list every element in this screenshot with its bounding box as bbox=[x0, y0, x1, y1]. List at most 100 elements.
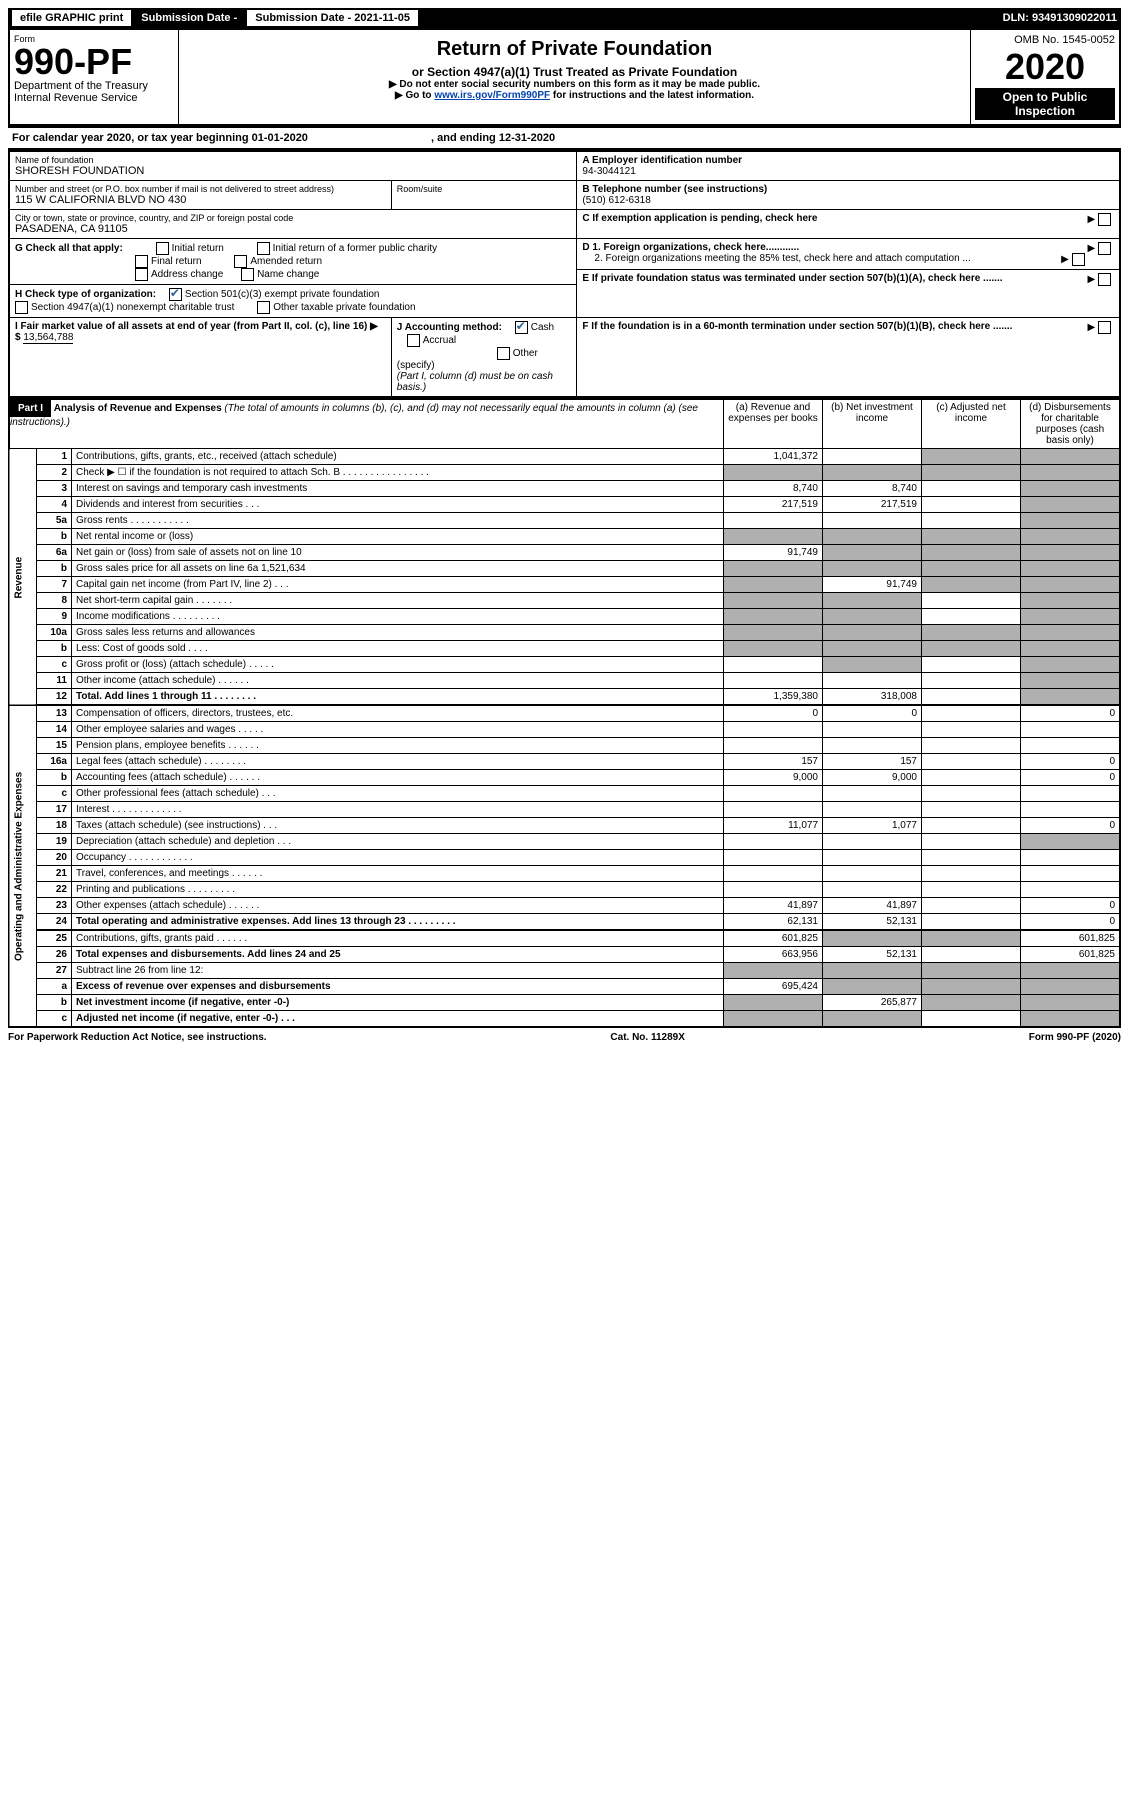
row-desc: Other professional fees (attach schedule… bbox=[72, 786, 724, 802]
row-value bbox=[922, 882, 1021, 898]
row-desc: Gross sales less returns and allowances bbox=[72, 625, 724, 641]
row-value bbox=[922, 947, 1021, 963]
top-bar: efile GRAPHIC print Submission Date - Su… bbox=[8, 8, 1121, 28]
table-row: 18Taxes (attach schedule) (see instructi… bbox=[9, 818, 1120, 834]
row-value bbox=[922, 770, 1021, 786]
row-desc: Other expenses (attach schedule) . . . .… bbox=[72, 898, 724, 914]
row-number: 6a bbox=[37, 545, 72, 561]
row-value: 157 bbox=[724, 754, 823, 770]
g-initial-former-checkbox[interactable] bbox=[257, 242, 270, 255]
h-label: H Check type of organization: bbox=[15, 289, 156, 300]
row-value: 217,519 bbox=[823, 497, 922, 513]
part1-title: Analysis of Revenue and Expenses bbox=[54, 403, 222, 414]
row-number: 21 bbox=[37, 866, 72, 882]
room-label: Room/suite bbox=[397, 184, 572, 194]
row-desc: Less: Cost of goods sold . . . . bbox=[72, 641, 724, 657]
col-a-header: (a) Revenue and expenses per books bbox=[724, 399, 823, 449]
row-value: 0 bbox=[1021, 770, 1121, 786]
foundation-name: SHORESH FOUNDATION bbox=[15, 165, 571, 177]
j-cash-checkbox[interactable] bbox=[515, 321, 528, 334]
row-value bbox=[1021, 1011, 1121, 1028]
g-name-checkbox[interactable] bbox=[241, 268, 254, 281]
row-desc: Check ▶ ☐ if the foundation is not requi… bbox=[72, 465, 724, 481]
g-addr-checkbox[interactable] bbox=[135, 268, 148, 281]
row-number: 13 bbox=[37, 705, 72, 722]
row-value: 91,749 bbox=[823, 577, 922, 593]
row-value: 62,131 bbox=[724, 914, 823, 931]
note-ssn: ▶ Do not enter social security numbers o… bbox=[183, 79, 966, 90]
irs: Internal Revenue Service bbox=[14, 92, 174, 104]
row-value bbox=[1021, 866, 1121, 882]
row-desc: Gross profit or (loss) (attach schedule)… bbox=[72, 657, 724, 673]
g-final-checkbox[interactable] bbox=[135, 255, 148, 268]
row-value bbox=[922, 802, 1021, 818]
row-value bbox=[922, 513, 1021, 529]
table-row: 2Check ▶ ☐ if the foundation is not requ… bbox=[9, 465, 1120, 481]
c-label: C If exemption application is pending, c… bbox=[582, 213, 817, 224]
row-number: 16a bbox=[37, 754, 72, 770]
d2-checkbox[interactable] bbox=[1072, 253, 1085, 266]
row-number: 1 bbox=[37, 449, 72, 465]
j-accrual-checkbox[interactable] bbox=[407, 334, 420, 347]
e-checkbox[interactable] bbox=[1098, 273, 1111, 286]
row-value bbox=[724, 1011, 823, 1028]
row-number: 8 bbox=[37, 593, 72, 609]
row-value bbox=[823, 529, 922, 545]
row-value bbox=[724, 513, 823, 529]
efile-button[interactable]: efile GRAPHIC print bbox=[12, 10, 131, 26]
h-other-checkbox[interactable] bbox=[257, 301, 270, 314]
row-value bbox=[1021, 609, 1121, 625]
table-row: bLess: Cost of goods sold . . . . bbox=[9, 641, 1120, 657]
row-number: c bbox=[37, 657, 72, 673]
row-value bbox=[823, 738, 922, 754]
j-other-checkbox[interactable] bbox=[497, 347, 510, 360]
table-row: 24Total operating and administrative exp… bbox=[9, 914, 1120, 931]
g-initial-checkbox[interactable] bbox=[156, 242, 169, 255]
row-desc: Net gain or (loss) from sale of assets n… bbox=[72, 545, 724, 561]
row-value bbox=[922, 625, 1021, 641]
h-501c3-checkbox[interactable] bbox=[169, 288, 182, 301]
f-label: F If the foundation is in a 60-month ter… bbox=[582, 321, 1012, 332]
table-row: 27Subtract line 26 from line 12: bbox=[9, 963, 1120, 979]
h-4947-checkbox[interactable] bbox=[15, 301, 28, 314]
table-row: 22Printing and publications . . . . . . … bbox=[9, 882, 1120, 898]
row-value bbox=[922, 898, 1021, 914]
c-checkbox[interactable] bbox=[1098, 213, 1111, 226]
row-desc: Travel, conferences, and meetings . . . … bbox=[72, 866, 724, 882]
irs-link[interactable]: www.irs.gov/Form990PF bbox=[434, 90, 550, 101]
d1-label: D 1. Foreign organizations, check here..… bbox=[582, 242, 799, 253]
table-row: 9Income modifications . . . . . . . . . bbox=[9, 609, 1120, 625]
row-desc: Net short-term capital gain . . . . . . … bbox=[72, 593, 724, 609]
row-value bbox=[922, 545, 1021, 561]
table-row: 25Contributions, gifts, grants paid . . … bbox=[9, 930, 1120, 947]
table-row: 6aNet gain or (loss) from sale of assets… bbox=[9, 545, 1120, 561]
col-c-header: (c) Adjusted net income bbox=[922, 399, 1021, 449]
expenses-side-label: Operating and Administrative Expenses bbox=[9, 705, 37, 1027]
row-value: 0 bbox=[1021, 914, 1121, 931]
table-row: cAdjusted net income (if negative, enter… bbox=[9, 1011, 1120, 1028]
row-desc: Contributions, gifts, grants paid . . . … bbox=[72, 930, 724, 947]
row-value bbox=[922, 754, 1021, 770]
g-label: G Check all that apply: bbox=[15, 243, 123, 254]
city-label: City or town, state or province, country… bbox=[15, 213, 571, 223]
row-value bbox=[922, 465, 1021, 481]
tax-year: 2020 bbox=[975, 46, 1115, 88]
row-value: 1,359,380 bbox=[724, 689, 823, 706]
row-value bbox=[922, 673, 1021, 689]
row-value bbox=[823, 882, 922, 898]
f-checkbox[interactable] bbox=[1098, 321, 1111, 334]
row-number: 18 bbox=[37, 818, 72, 834]
row-desc: Total operating and administrative expen… bbox=[72, 914, 724, 931]
row-desc: Pension plans, employee benefits . . . .… bbox=[72, 738, 724, 754]
d1-checkbox[interactable] bbox=[1098, 242, 1111, 255]
row-value bbox=[1021, 545, 1121, 561]
row-value: 9,000 bbox=[823, 770, 922, 786]
row-value bbox=[823, 545, 922, 561]
row-value bbox=[922, 449, 1021, 465]
addr-label: Number and street (or P.O. box number if… bbox=[15, 184, 386, 194]
ein: 94-3044121 bbox=[582, 166, 1114, 177]
row-value bbox=[823, 850, 922, 866]
g-amended-checkbox[interactable] bbox=[234, 255, 247, 268]
row-desc: Taxes (attach schedule) (see instruction… bbox=[72, 818, 724, 834]
row-value bbox=[922, 930, 1021, 947]
